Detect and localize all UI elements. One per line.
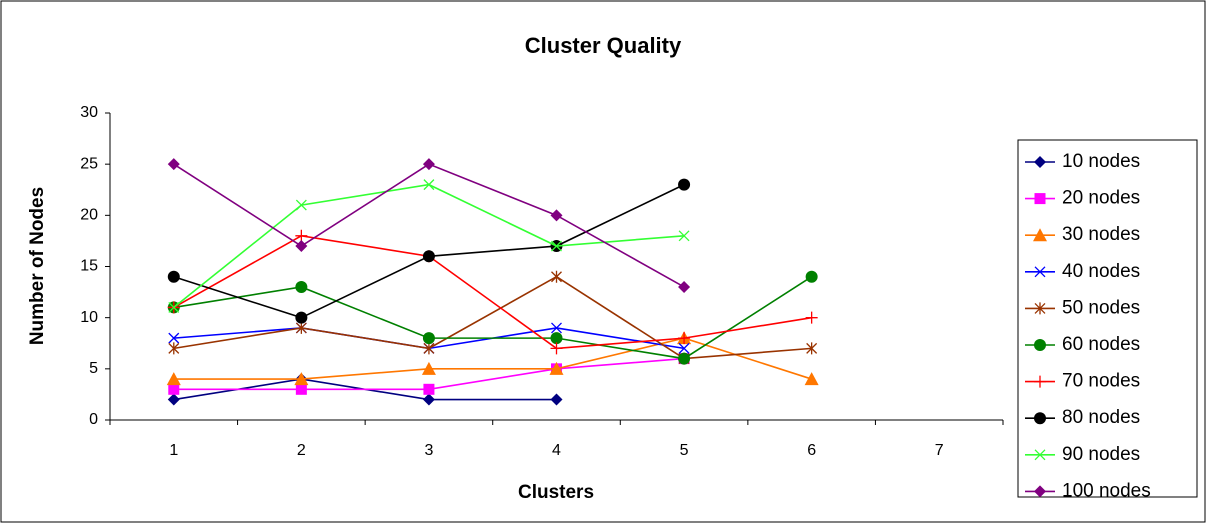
legend-label: 70 nodes [1062,371,1140,392]
legend-swatch-marker [1034,412,1046,425]
x-tick-label: 3 [424,442,433,459]
data-point [295,199,307,211]
legend-box [1017,139,1198,498]
data-point [550,342,563,355]
y-tick-label: 15 [80,258,98,275]
legend-label: 30 nodes [1062,224,1140,245]
legend-label: 60 nodes [1062,334,1140,355]
y-tick-label: 30 [80,104,98,121]
data-point [678,178,691,191]
series-line [173,234,812,350]
data-point [168,383,180,395]
legend-swatch-marker [1034,375,1046,388]
x-tick-label: 4 [552,442,561,459]
legend-label: 20 nodes [1062,188,1140,209]
legend-swatch-marker [1034,339,1046,351]
data-point [295,240,308,253]
data-point [422,158,435,171]
data-point [678,332,691,345]
legend-label: 100 nodes [1062,480,1151,501]
data-point [168,342,180,355]
x-tick-label: 7 [935,442,944,459]
legend-swatch-marker [1034,156,1046,168]
data-point [550,332,563,345]
data-point [551,322,562,334]
legend-label: 90 nodes [1062,444,1140,465]
data-point [423,179,435,191]
data-point [550,209,563,222]
legend-label: 10 nodes [1062,151,1140,172]
data-point [678,280,691,293]
series-line [173,276,813,360]
data-point [423,342,435,355]
data-point [806,342,818,355]
legend-swatch-marker [1034,266,1046,278]
data-point [168,332,180,344]
data-point [678,230,690,242]
x-axis-label: Clusters [518,482,594,503]
y-tick-label: 5 [89,360,98,377]
data-point [805,311,818,324]
data-point [678,352,691,365]
data-point [551,270,562,283]
data-point [550,393,563,406]
data-point [678,342,690,354]
legend-label: 50 nodes [1062,297,1140,318]
data-point [295,280,308,293]
data-point [168,301,180,313]
legend-swatch-marker [1033,228,1047,242]
data-point [167,393,180,406]
x-tick-label: 2 [297,442,306,459]
data-point [549,361,564,375]
legend-swatch-marker [1034,485,1046,498]
y-axis-label: Number of Nodes [27,187,48,345]
data-point [295,321,307,334]
y-tick-label: 25 [80,155,98,172]
x-tick-label: 6 [807,442,816,459]
data-point [295,311,308,324]
data-point [294,372,309,386]
data-point [167,158,180,171]
x-tick-label: 1 [169,442,178,459]
data-point [295,229,308,242]
legend-label: 40 nodes [1062,261,1140,282]
data-point [551,240,562,252]
legend-label: 80 nodes [1062,407,1140,428]
data-point [421,361,436,375]
legend-swatch-marker [1034,193,1046,205]
data-point [422,250,435,263]
data-point [804,372,819,386]
data-point [295,383,307,395]
y-tick-label: 0 [89,411,98,428]
data-point [167,270,180,283]
legend-swatch-marker [1034,449,1046,461]
data-point [423,383,435,395]
data-point [805,270,818,283]
chart-title: Cluster Quality [525,33,682,58]
series-line [173,275,812,360]
legend-swatch-marker [1034,302,1046,315]
y-tick-label: 20 [80,207,98,224]
y-tick-label: 10 [80,309,98,326]
data-point [422,393,435,406]
data-point [166,372,181,386]
data-point [422,332,435,345]
x-tick-label: 5 [680,442,689,459]
